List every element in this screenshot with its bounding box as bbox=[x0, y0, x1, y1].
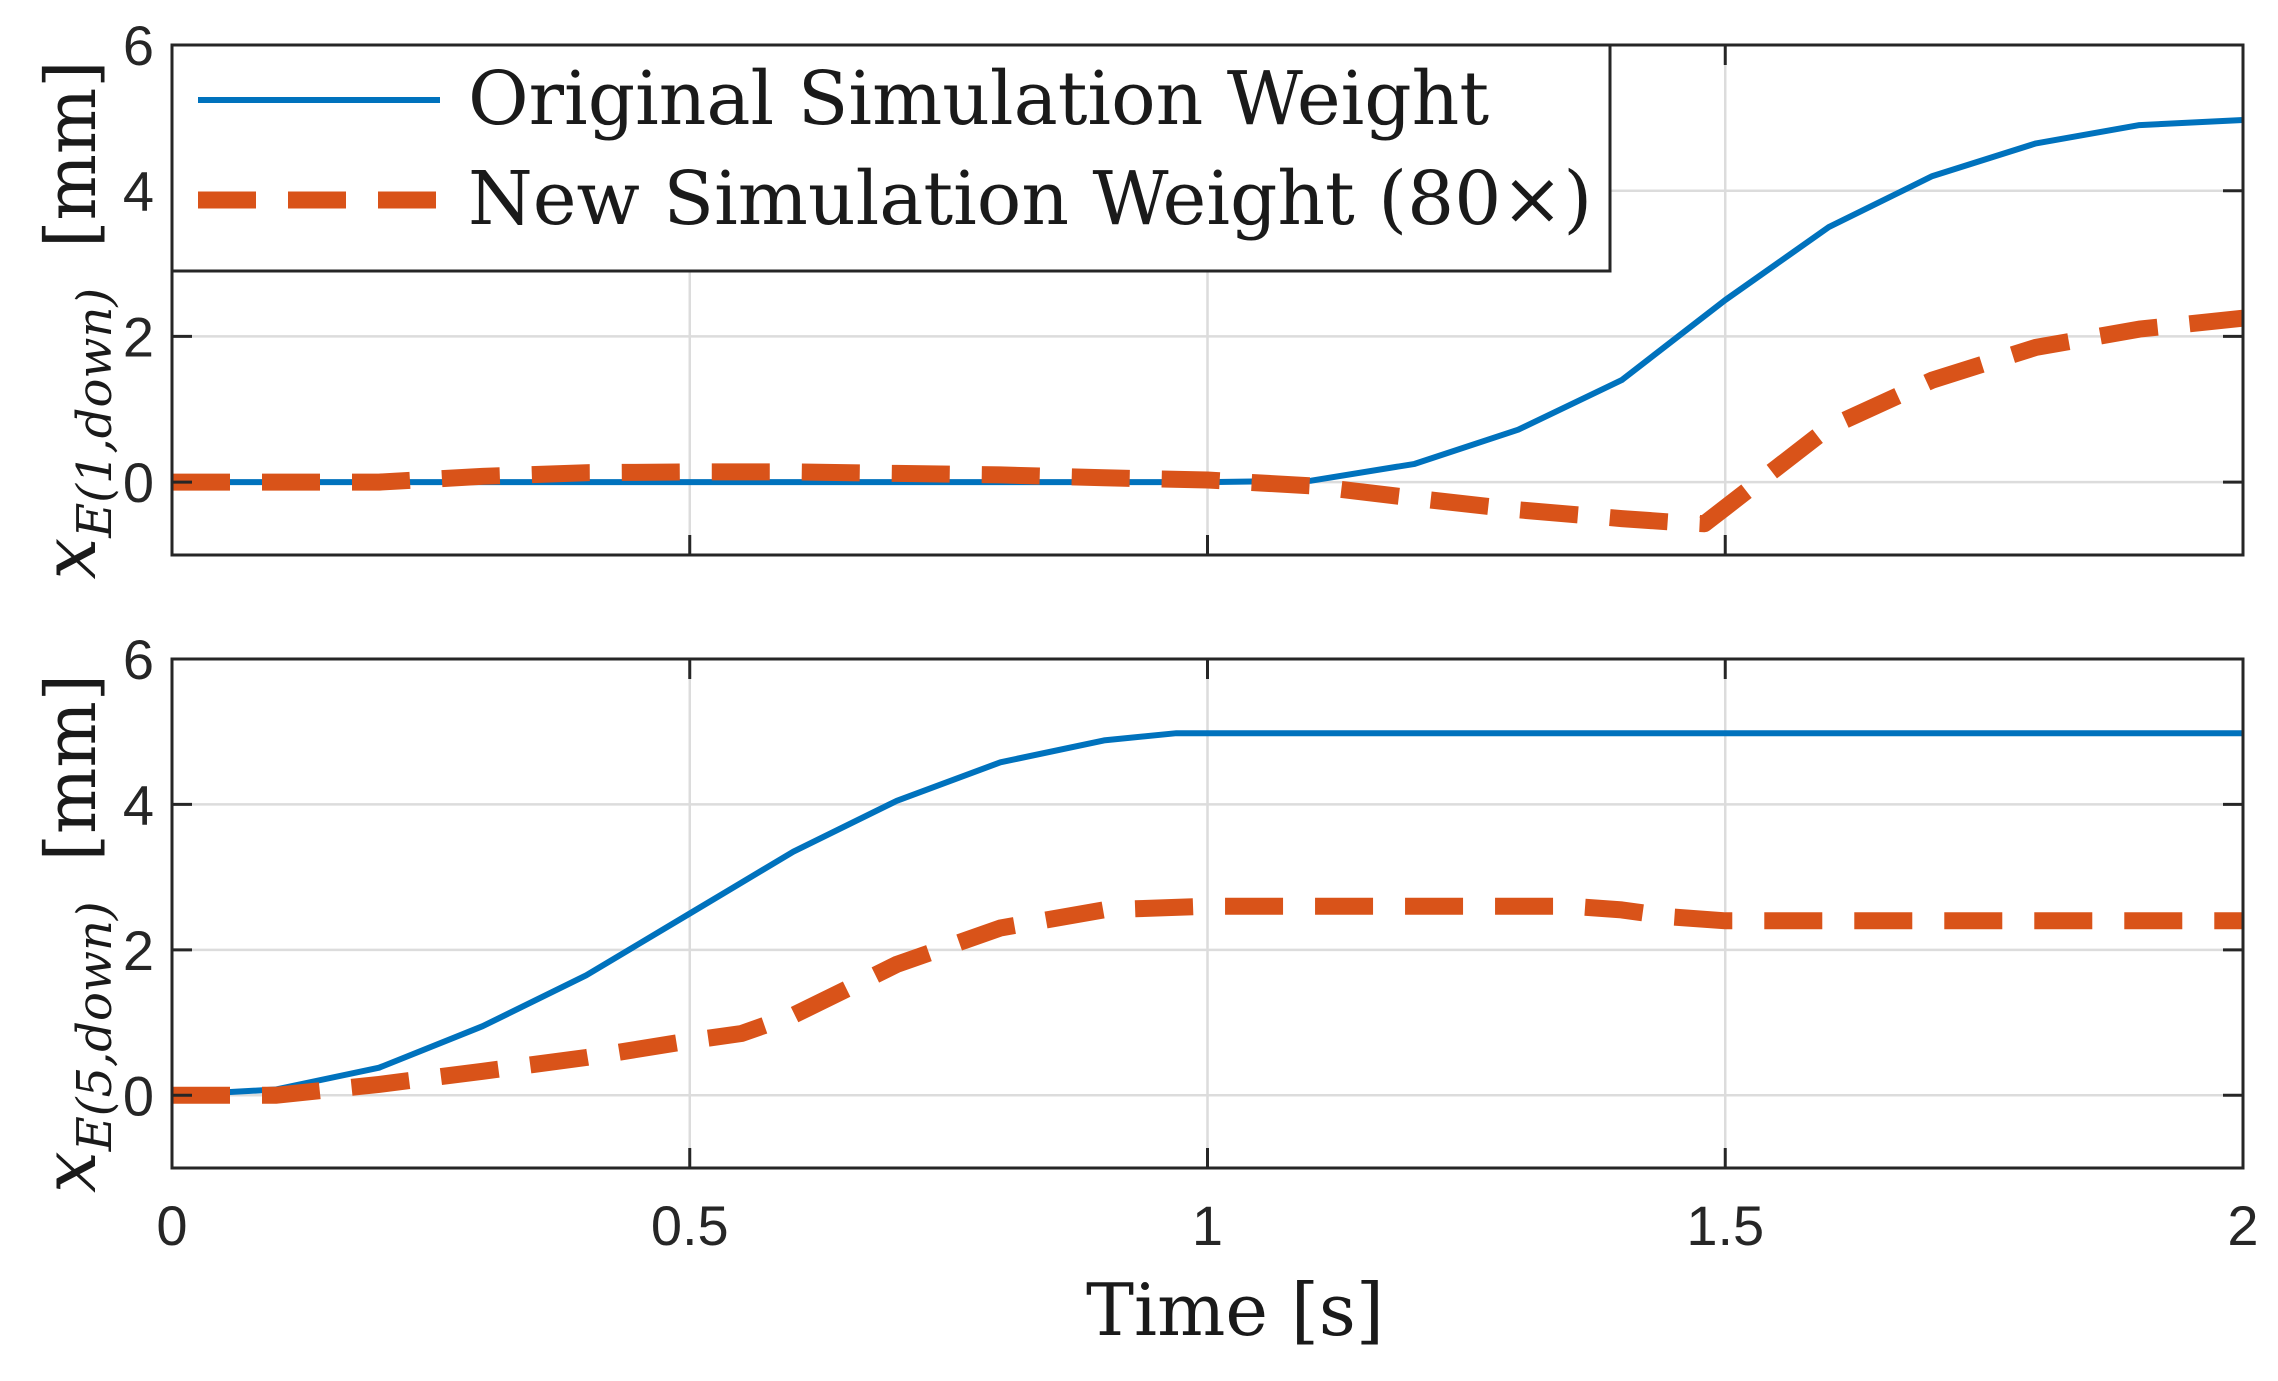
legend-label-original-weight: Original Simulation Weight bbox=[468, 56, 1489, 142]
legend-label-new-weight: New Simulation Weight (80×) bbox=[468, 156, 1592, 242]
upper-y-axis-label: xE(1,down) [mm] bbox=[27, 60, 123, 579]
upper-y-label-unit: [mm] bbox=[30, 60, 112, 247]
xtick-label-1.5: 1.5 bbox=[1686, 1194, 1764, 1257]
upper-ytick-label-2: 2 bbox=[123, 305, 154, 368]
xtick-label-1: 1 bbox=[1192, 1194, 1223, 1257]
upper-ytick-label-6: 6 bbox=[123, 14, 154, 77]
x-axis-label: Time [s] bbox=[1086, 1268, 1384, 1352]
lower-panel: 0 2 4 6 xE(5,down) [mm] bbox=[27, 628, 2245, 1193]
upper-y-label-sub: E(1,down) bbox=[67, 288, 123, 539]
upper-series-new-weight-line bbox=[172, 309, 2244, 533]
lower-ytick-label-6: 6 bbox=[123, 628, 154, 691]
lower-y-label-unit: [mm] bbox=[30, 674, 112, 861]
upper-panel: 0 2 4 6 xE(1,down) [mm] bbox=[27, 14, 2245, 580]
lower-series-new-weight-line bbox=[172, 897, 2243, 1104]
legend-box bbox=[170, 43, 1612, 273]
upper-ytick-label-0: 0 bbox=[123, 451, 154, 514]
xtick-label-0: 0 bbox=[156, 1194, 187, 1257]
lower-y-label-sub: E(5,down) bbox=[67, 901, 123, 1152]
xtick-label-0.5: 0.5 bbox=[651, 1194, 729, 1257]
lower-y-axis-label: xE(5,down) [mm] bbox=[27, 674, 123, 1193]
upper-y-label-var: x bbox=[27, 538, 113, 580]
xtick-label-2: 2 bbox=[2227, 1194, 2258, 1257]
lower-ytick-label-2: 2 bbox=[123, 919, 154, 982]
lower-y-label-var: x bbox=[27, 1151, 113, 1193]
legend: Original Simulation Weight New Simulation… bbox=[170, 43, 1612, 273]
lower-ytick-label-4: 4 bbox=[123, 773, 154, 836]
upper-ytick-label-4: 4 bbox=[123, 160, 154, 223]
lower-series-original-weight-line bbox=[171, 730, 2243, 1099]
x-tick-labels: 0 0.5 1 1.5 2 bbox=[156, 1194, 2258, 1257]
lower-ytick-label-0: 0 bbox=[123, 1064, 154, 1127]
